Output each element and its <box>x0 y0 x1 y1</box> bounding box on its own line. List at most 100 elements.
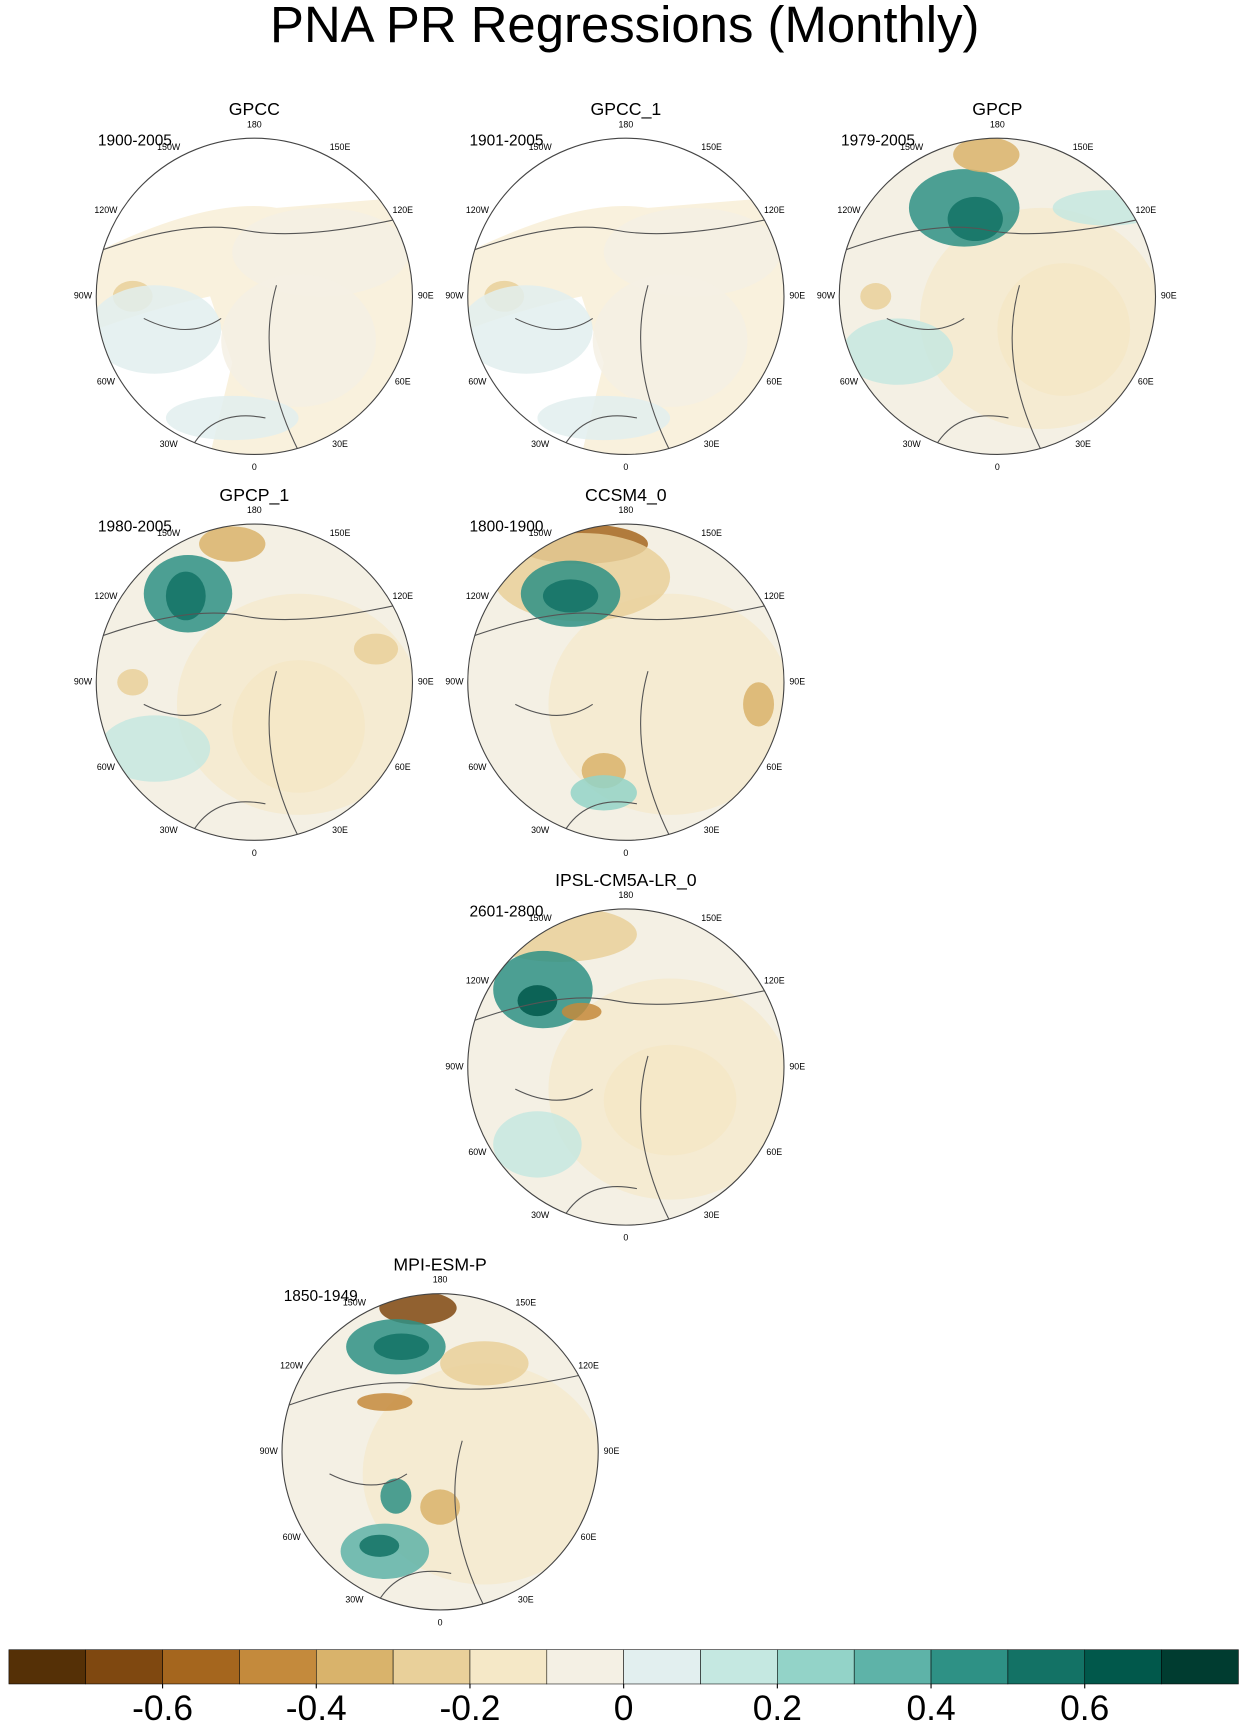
longitude-label: 30W <box>531 825 550 835</box>
longitude-label: 30E <box>704 439 720 449</box>
map-shading <box>467 196 784 455</box>
longitude-label: 120W <box>466 205 490 215</box>
map-shading <box>96 196 413 455</box>
colorbar-box <box>853 1649 932 1685</box>
longitude-label: 150W <box>157 142 181 152</box>
longitude-label: 0 <box>252 462 257 472</box>
longitude-label: 180 <box>619 119 634 129</box>
colorbar-box <box>1084 1649 1162 1685</box>
colorbar-box <box>392 1649 471 1685</box>
longitude-label: 60W <box>97 762 116 772</box>
longitude-label: 150W <box>529 142 553 152</box>
map-shading <box>281 1293 599 1610</box>
longitude-label: 0 <box>623 848 628 858</box>
map-shading <box>839 138 1156 455</box>
longitude-label: 30W <box>903 439 922 449</box>
shade <box>537 395 671 441</box>
shade <box>517 985 558 1017</box>
colorbar-box <box>239 1649 317 1685</box>
longitude-label: 30W <box>345 1595 364 1605</box>
shade <box>997 263 1131 396</box>
longitude-label: 120E <box>764 976 785 986</box>
longitude-label: 150W <box>157 528 181 538</box>
longitude-label: 60E <box>1138 376 1154 386</box>
map-border <box>467 908 785 1226</box>
panel-title: GPCP <box>972 99 1022 119</box>
shade <box>165 395 299 441</box>
coastline <box>281 1373 584 1610</box>
map-shading <box>96 526 413 841</box>
shade <box>953 138 1020 173</box>
longitude-label: 120W <box>466 591 490 601</box>
map-panel: IPSL-CM5A-LR_0 2601-2800 180 150E 120E 90E 60E… <box>445 870 805 1243</box>
longitude-label: 60W <box>97 376 116 386</box>
longitude-label: 0 <box>623 462 628 472</box>
longitude-label: 120W <box>466 976 490 986</box>
figure-title: PNA PR Regressions (Monthly) <box>270 0 979 53</box>
longitude-label: 90W <box>260 1446 279 1456</box>
longitude-label: 60E <box>395 376 411 386</box>
shade <box>353 633 399 665</box>
longitude-label: 180 <box>247 119 262 129</box>
shade <box>493 1111 582 1178</box>
longitude-label: 150W <box>529 913 553 923</box>
longitude-label: 90E <box>1161 291 1177 301</box>
shade <box>561 1002 602 1021</box>
panel-title: GPCC_1 <box>590 99 661 120</box>
panel-period: 2601-2800 <box>469 903 543 920</box>
panel-title: IPSL-CM5A-LR_0 <box>555 870 697 891</box>
shade <box>232 207 410 297</box>
shade <box>117 668 149 696</box>
shade <box>380 1478 412 1514</box>
shade <box>232 660 365 793</box>
longitude-label: 120W <box>837 205 861 215</box>
longitude-label: 60W <box>468 762 487 772</box>
shade <box>165 571 206 621</box>
coastline <box>839 218 1142 455</box>
panel-period: 1900-2005 <box>98 133 172 150</box>
longitude-label: 120E <box>764 205 785 215</box>
colorbar-box <box>700 1649 778 1685</box>
panel-title: GPCP_1 <box>219 485 289 506</box>
map-panel: MPI-ESM-P 1850-1949 180 150E 120E 90E 60E 30E 0 3… <box>260 1255 620 1628</box>
longitude-label: 30E <box>332 439 348 449</box>
colorbar-box <box>546 1649 624 1685</box>
longitude-label: 0 <box>995 462 1000 472</box>
map-border <box>467 523 785 841</box>
longitude-label: 150E <box>701 528 722 538</box>
longitude-label: 180 <box>990 119 1005 129</box>
colorbar-box <box>777 1649 855 1685</box>
shade <box>842 318 954 385</box>
shade <box>96 285 222 374</box>
colorbar-tick-label: -0.4 <box>286 1689 347 1726</box>
coastline <box>467 218 770 455</box>
shade <box>947 196 1003 242</box>
longitude-label: 120E <box>392 205 413 215</box>
colorbar-box <box>1161 1649 1239 1685</box>
coastline <box>467 604 770 841</box>
longitude-label: 150E <box>330 142 351 152</box>
shade <box>99 715 211 782</box>
shade <box>542 579 599 613</box>
colorbar-tick-label: 0.2 <box>753 1689 802 1726</box>
longitude-label: 60E <box>581 1532 597 1542</box>
colorbar-box <box>85 1649 163 1685</box>
shade <box>199 526 266 562</box>
map-shading <box>467 908 784 1226</box>
panel-period: 1800-1900 <box>469 519 543 536</box>
map-panel: CCSM4_0 1800-1900 180 150E 120E 90E 60E 30E 0 30W… <box>445 485 805 858</box>
map-border <box>467 137 785 455</box>
shade <box>592 274 748 407</box>
longitude-label: 60E <box>766 1147 782 1157</box>
longitude-label: 120E <box>1135 205 1156 215</box>
map-panel: GPCP 1979-2005 180 150E 120E 90E 60E 30E 0 30W 60W… <box>817 99 1177 472</box>
longitude-label: 60W <box>468 376 487 386</box>
shade <box>743 682 775 727</box>
map-shading <box>467 524 784 841</box>
shade <box>570 775 637 811</box>
map-border <box>838 137 1157 455</box>
shade <box>603 207 781 297</box>
shade <box>860 283 892 310</box>
longitude-label: 180 <box>619 890 634 900</box>
panel-period: 1979-2005 <box>841 133 915 150</box>
